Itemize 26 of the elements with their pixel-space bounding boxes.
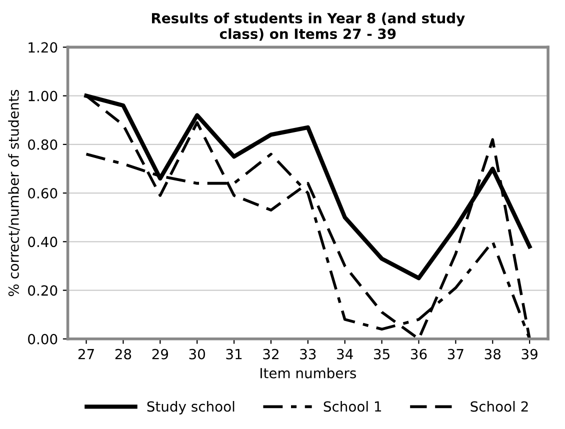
x-tick-label: 36 — [410, 348, 427, 360]
y-tick-label: 0.60 — [28, 188, 58, 199]
y-tick-label: 1.20 — [28, 42, 58, 53]
x-tick-label: 27 — [78, 348, 94, 360]
y-axis-title: % correct/number of students — [8, 90, 20, 296]
legend-label: School 1 — [324, 401, 382, 412]
x-tick-label: 31 — [226, 348, 242, 360]
x-tick-label: 32 — [263, 348, 278, 360]
chart-title: Results of students in Year 8 (and study class) on Items 27 - 39 — [152, 12, 465, 41]
x-tick-label: 30 — [189, 348, 206, 360]
y-tick-label: 0.80 — [28, 139, 58, 150]
y-tick-label: 0.20 — [28, 285, 58, 296]
x-tick-label: 34 — [337, 348, 353, 360]
y-tick-label: 0.40 — [28, 236, 58, 248]
legend-label: Study school — [147, 401, 234, 414]
x-tick-label: 29 — [152, 348, 168, 360]
x-tick-label: 35 — [374, 348, 390, 360]
x-tick-label: 28 — [115, 348, 132, 360]
x-tick-label: 38 — [484, 348, 501, 360]
x-tick-label: 37 — [448, 348, 464, 360]
x-tick-label: 33 — [300, 348, 316, 360]
x-tick-label: 39 — [522, 348, 538, 360]
x-axis-title: Item numbers — [260, 368, 356, 378]
legend-label: School 2 — [470, 401, 528, 412]
y-tick-label: 0.00 — [28, 334, 58, 344]
y-tick-label: 1.00 — [28, 90, 58, 102]
